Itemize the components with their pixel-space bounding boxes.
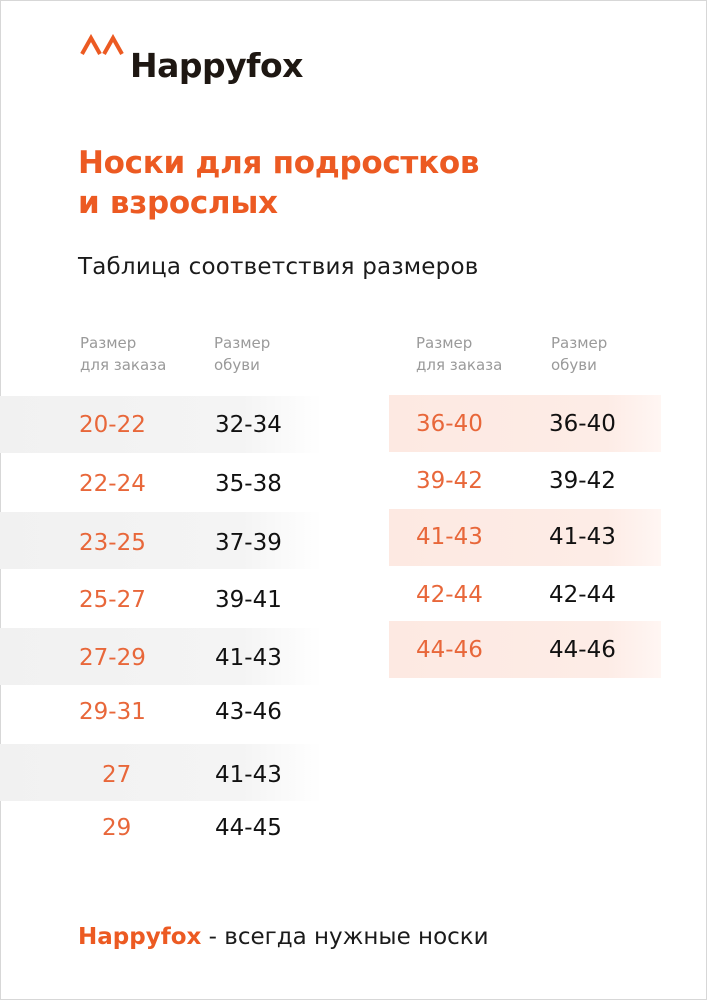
shoe-size: 39-42 — [549, 468, 616, 494]
order-size: 27 — [102, 762, 132, 788]
shoe-size: 35-38 — [215, 471, 282, 497]
shoe-size: 39-41 — [215, 587, 282, 613]
shoe-size: 41-43 — [215, 645, 282, 671]
left-band-row-1 — [0, 396, 322, 453]
order-size: 23-25 — [79, 530, 146, 556]
logo: Happyfox — [80, 34, 303, 82]
footer-tagline: Happyfox - всегда нужные носки — [78, 924, 489, 950]
left-band-row-7 — [0, 744, 322, 801]
order-size: 41-43 — [416, 524, 483, 550]
title-line-1: Носки для подростков — [78, 145, 480, 181]
order-size: 20-22 — [79, 412, 146, 438]
order-size: 29-31 — [79, 699, 146, 725]
page-title: Носки для подростков и взрослых — [78, 143, 638, 223]
shoe-size: 37-39 — [215, 530, 282, 556]
shoe-size: 41-43 — [549, 524, 616, 550]
right-header-order: Размер для заказа — [416, 334, 503, 374]
logo-text: Happyfox — [130, 46, 303, 85]
order-size: 39-42 — [416, 468, 483, 494]
left-band-row-3 — [0, 512, 322, 569]
order-size: 22-24 — [79, 471, 146, 497]
footer-brand: Happyfox — [78, 924, 202, 950]
order-size: 29 — [102, 815, 132, 841]
shoe-size: 36-40 — [549, 411, 616, 437]
shoe-size: 43-46 — [215, 699, 282, 725]
shoe-size: 44-46 — [549, 637, 616, 663]
shoe-size: 42-44 — [549, 582, 616, 608]
left-band-row-5 — [0, 628, 322, 685]
right-header-shoe: Размер обуви — [551, 334, 608, 374]
shoe-size: 44-45 — [215, 815, 282, 841]
order-size: 44-46 — [416, 637, 483, 663]
right-band-row-3 — [389, 509, 661, 566]
right-band-row-5 — [389, 621, 661, 678]
shoe-size: 41-43 — [215, 762, 282, 788]
order-size: 36-40 — [416, 411, 483, 437]
fox-ears-icon — [80, 34, 124, 55]
right-band-row-1 — [389, 395, 661, 452]
left-header-shoe: Размер обуви — [214, 334, 271, 374]
page-subtitle: Таблица соответствия размеров — [78, 254, 479, 280]
shoe-size: 32-34 — [215, 412, 282, 438]
title-line-2: и взрослых — [78, 185, 278, 221]
left-header-order: Размер для заказа — [80, 334, 167, 374]
order-size: 27-29 — [79, 645, 146, 671]
footer-tagline-text: - всегда нужные носки — [201, 924, 489, 950]
order-size: 25-27 — [79, 587, 146, 613]
order-size: 42-44 — [416, 582, 483, 608]
